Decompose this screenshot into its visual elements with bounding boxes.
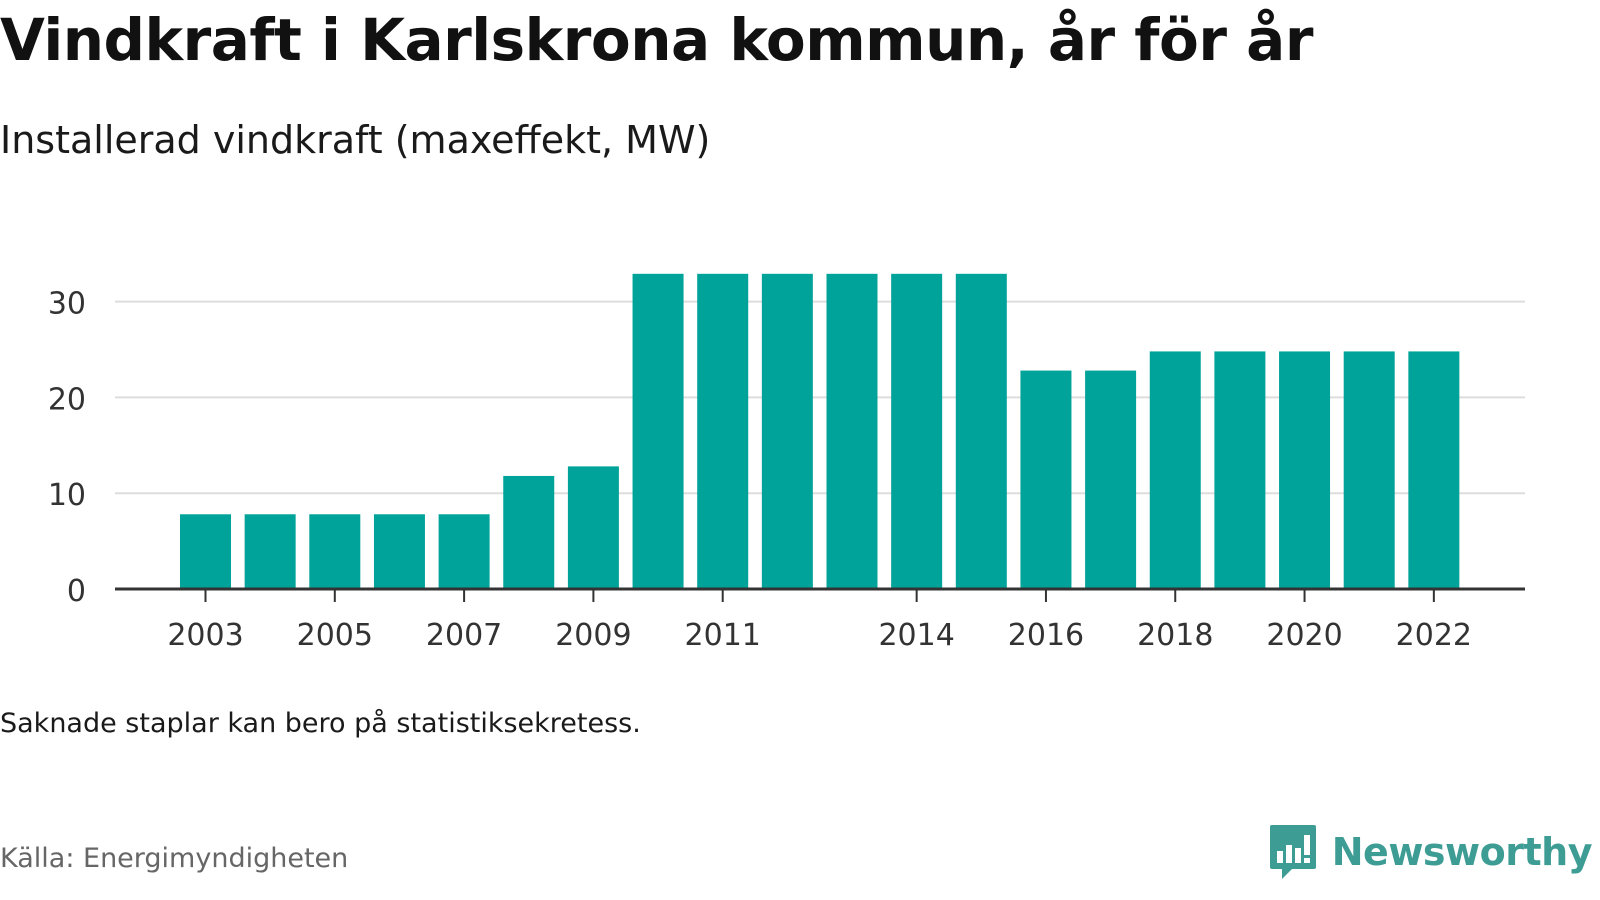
bar-chart: 0 10 20 30 2003 2005 2007 2009 2011 2014 2016 2018 2… (48, 273, 1525, 653)
footnote: Saknade staplar kan bero på statistiksek… (0, 708, 641, 739)
y-tick-label: 30 (48, 287, 86, 322)
bar-2003 (180, 514, 231, 589)
x-tick-label: 2005 (297, 618, 373, 653)
x-tick-label: 2022 (1396, 618, 1472, 653)
brand-name: Newsworthy (1331, 830, 1593, 874)
bar-2010 (632, 273, 684, 589)
bar-2018 (1149, 351, 1201, 589)
tick-labels: 0 10 20 30 2003 2005 2007 2009 2011 2014 2016 2018 2… (48, 287, 1472, 653)
chart-title: Vindkraft i Karlskrona kommun, år för år (0, 6, 1313, 74)
bar-2004 (244, 514, 296, 589)
bars (180, 273, 1460, 589)
bar-2007 (438, 514, 490, 589)
bar-2019 (1214, 351, 1266, 589)
bar-2006 (373, 514, 425, 589)
x-tick-label: 2009 (555, 618, 631, 653)
bar-2014 (891, 273, 943, 589)
bar-2009 (567, 466, 619, 589)
bar-2020 (1279, 351, 1331, 589)
bar-2017 (1085, 370, 1137, 589)
x-tick-label: 2018 (1137, 618, 1213, 653)
bar-2005 (309, 514, 361, 589)
x-tick-label: 2016 (1008, 618, 1084, 653)
brand-logo[interactable]: Newsworthy (1268, 822, 1593, 882)
x-tick-label: 2007 (426, 618, 502, 653)
bar-2016 (1020, 370, 1072, 589)
bar-2015 (955, 273, 1007, 589)
x-tick-label: 2011 (685, 618, 761, 653)
bar-2008 (503, 475, 555, 589)
bar-2013 (826, 273, 878, 589)
bar-chart-speech-bubble-icon (1269, 825, 1316, 879)
x-tick-label: 2003 (167, 618, 243, 653)
bar-2011 (697, 273, 749, 589)
bar-2012 (761, 273, 813, 589)
y-tick-label: 20 (48, 382, 86, 417)
source-label: Källa: Energimyndigheten (0, 843, 349, 874)
axes (115, 587, 1525, 602)
y-tick-label: 10 (48, 478, 86, 513)
chart-subtitle: Installerad vindkraft (maxeffekt, MW) (0, 118, 711, 162)
x-tick-label: 2014 (878, 618, 954, 653)
x-tick-label: 2020 (1266, 618, 1342, 653)
y-tick-label: 0 (67, 574, 86, 609)
bar-2021 (1343, 351, 1395, 589)
bar-2022 (1408, 351, 1460, 589)
